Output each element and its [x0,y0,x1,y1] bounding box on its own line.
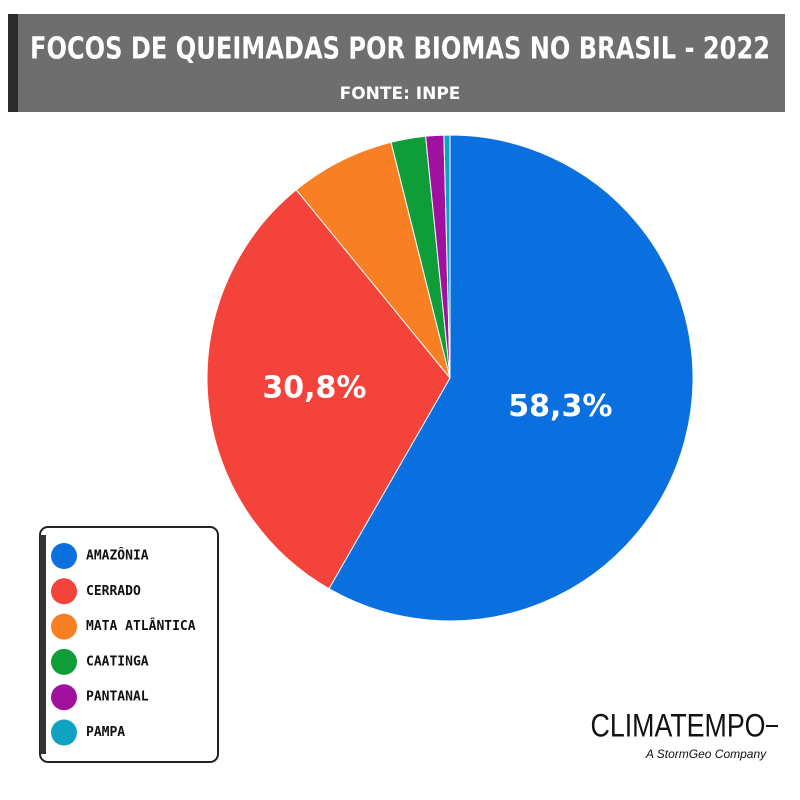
legend-swatch [51,543,77,569]
legend-swatch [51,578,77,605]
chart-subtitle: FONTE: INPE [340,84,461,104]
pie-slice [295,141,451,379]
legend: AMAZÔNIA CERRADO MATA ATLÂNTICA CAATINGA PAN… [51,543,196,746]
legend-swatch [51,719,77,746]
brand-name: CLIMATEMPO [591,707,766,743]
pie-slice [443,134,451,379]
legend-swatch [51,684,77,711]
pie-slice [328,134,694,622]
brand-tagline: A StormGeo Company [645,747,767,761]
legend-label: PAMPA [86,725,125,740]
legend-label: PANTANAL [86,690,149,705]
pie-slice [206,189,451,590]
legend-label: AMAZÔNIA [86,548,149,564]
data-label: 58,3% [508,389,612,424]
data-label: 30,8% [262,371,366,406]
pie: 58,3% 30,8% [206,134,694,622]
legend-label: CERRADO [86,584,141,599]
legend-label: MATA ATLÂNTICA [86,618,196,634]
legend-strip [40,535,46,754]
legend-swatch [51,613,77,640]
header-bg [8,14,785,112]
legend-label: CAATINGA [86,654,149,669]
legend-swatch [51,648,77,675]
header-strip [8,14,18,112]
chart-title: FOCOS DE QUEIMADAS POR BIOMAS NO BRASIL … [30,32,770,67]
